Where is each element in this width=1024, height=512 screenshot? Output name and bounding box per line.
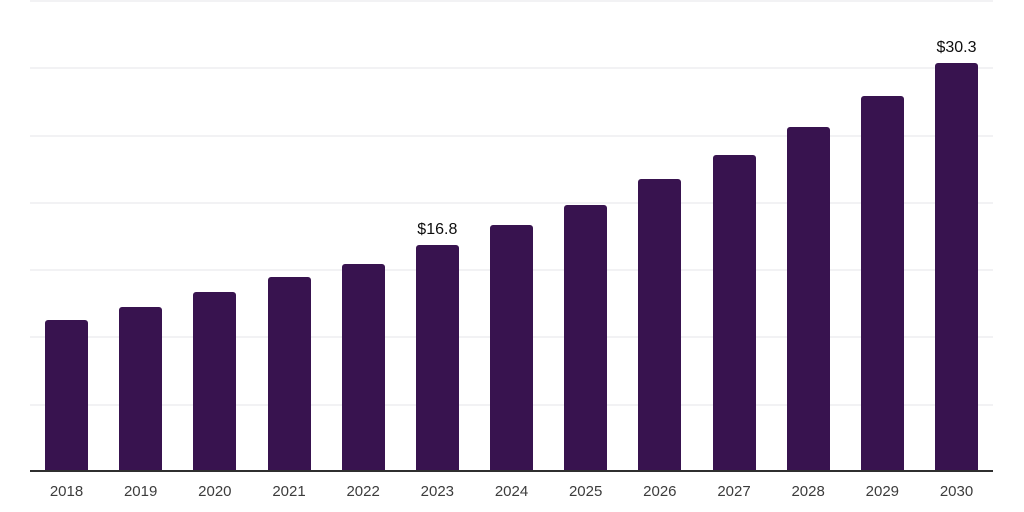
x-tick-2019: 2019 — [123, 483, 158, 500]
bar-2021 — [267, 277, 311, 471]
bar-2018 — [45, 320, 88, 471]
bar-2024 — [490, 224, 533, 471]
x-tick-2030: 2030 — [939, 483, 974, 500]
gridline-35 — [30, 0, 993, 2]
gridline-20 — [30, 201, 993, 204]
x-tick-2025: 2025 — [568, 483, 603, 500]
x-tick-2026: 2026 — [643, 483, 677, 500]
bar-2028 — [786, 126, 830, 471]
x-tick-2029: 2029 — [865, 483, 900, 500]
x-tick-2020: 2020 — [198, 483, 232, 500]
data-label-2030: $30.3 — [936, 39, 977, 57]
x-tick-2023: 2023 — [420, 483, 455, 500]
x-tick-2024: 2024 — [494, 483, 529, 500]
bar-2026 — [638, 178, 682, 471]
bar-2027 — [712, 154, 756, 471]
bar-2020 — [193, 292, 237, 471]
x-tick-2021: 2021 — [272, 483, 306, 500]
data-label-2023: $16.8 — [417, 220, 458, 238]
x-tick-2022: 2022 — [346, 483, 380, 500]
bar-2025 — [564, 204, 608, 471]
x-axis-line — [30, 470, 993, 472]
bar-2019 — [119, 306, 163, 471]
x-axis-tick-labels: 2018 2019 2020 2021 2022 2023 2024 2025 2026 2027… — [0, 483, 1024, 505]
plot-area: $16.8 $30.3 — [30, 0, 993, 472]
x-tick-2027: 2027 — [717, 483, 751, 500]
bar-2029 — [860, 95, 904, 471]
x-tick-2018: 2018 — [49, 483, 84, 500]
bar-2023 — [415, 244, 459, 471]
bar-2022 — [341, 263, 385, 471]
bar-2030 — [935, 63, 978, 471]
gridline-25 — [30, 134, 993, 137]
x-tick-2028: 2028 — [791, 483, 825, 500]
gridline-30 — [30, 67, 993, 70]
